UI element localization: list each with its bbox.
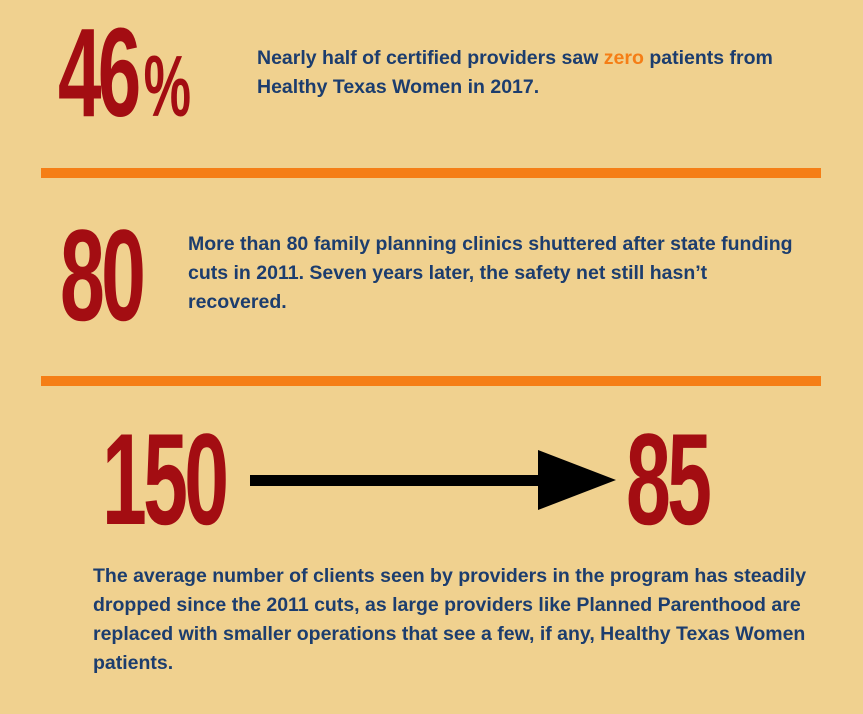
orange-divider-2 — [41, 376, 821, 386]
stat-46-text-before: Nearly half of certified providers saw — [257, 47, 604, 69]
right-arrow-icon — [250, 450, 616, 510]
stat-85-number: 85 — [626, 406, 712, 552]
stat-150-number: 150 — [102, 406, 229, 552]
orange-divider-1 — [41, 168, 821, 178]
stat-80-number: 80 — [60, 202, 146, 348]
stat-46-description: Nearly half of certified providers saw z… — [257, 44, 817, 102]
stat-46-text-after: patients from Healthy Texas Women in 201… — [257, 47, 773, 98]
stat-46-percent: 46% — [58, 10, 191, 136]
stat-46-number: 46 — [58, 2, 141, 143]
percent-sign: % — [143, 39, 192, 135]
zero-highlight: zero — [603, 47, 644, 69]
stat-80-description: More than 80 family planning clinics shu… — [188, 233, 793, 313]
stat-150-85-description: The average number of clients seen by pr… — [93, 565, 807, 674]
